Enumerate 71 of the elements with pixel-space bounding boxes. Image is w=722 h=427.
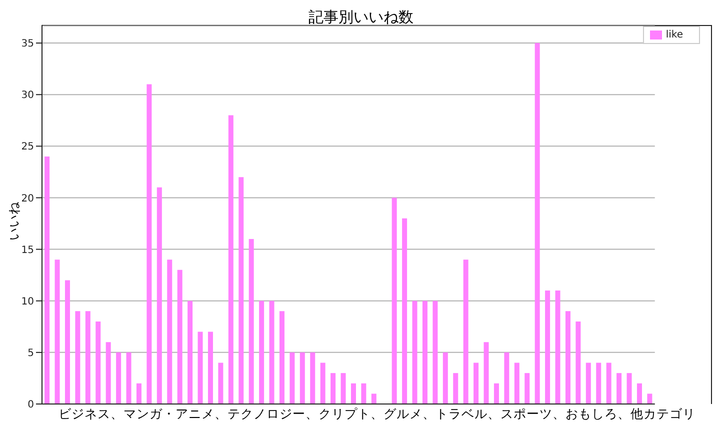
bar bbox=[238, 177, 244, 404]
y-tick-label: 0 bbox=[28, 400, 34, 411]
bar bbox=[514, 362, 520, 404]
bar bbox=[524, 373, 530, 404]
bar bbox=[259, 300, 264, 404]
legend-label: like bbox=[666, 30, 683, 41]
bar bbox=[474, 362, 479, 404]
bar bbox=[269, 300, 274, 404]
x-axis-title: ビジネス、マンガ・アニメ、テクノロジー、クリプト、グルメ、トラベル、スポーツ、おもしろ、他カテゴリ bbox=[58, 406, 696, 423]
bar bbox=[300, 352, 305, 404]
bar bbox=[453, 373, 458, 404]
bar bbox=[156, 187, 162, 404]
y-tick-label: 35 bbox=[21, 38, 34, 50]
bar bbox=[330, 373, 336, 404]
y-tick-label: 25 bbox=[21, 142, 34, 153]
y-axis-title: いいね bbox=[6, 200, 22, 242]
bar bbox=[422, 300, 428, 404]
y-tick-label: 10 bbox=[21, 296, 34, 308]
bar bbox=[565, 311, 570, 404]
bar bbox=[64, 280, 70, 404]
bar bbox=[616, 373, 622, 404]
bar bbox=[350, 383, 356, 404]
chart-title: 記事別いいね数 bbox=[308, 8, 414, 27]
bar bbox=[442, 352, 448, 404]
bar bbox=[340, 373, 346, 404]
bar bbox=[248, 238, 254, 404]
bar bbox=[146, 84, 152, 404]
bar bbox=[371, 394, 376, 404]
bar bbox=[177, 270, 182, 404]
bar bbox=[85, 311, 90, 404]
bar bbox=[228, 115, 234, 404]
bar bbox=[218, 362, 224, 404]
bar bbox=[75, 311, 80, 404]
bar bbox=[44, 156, 50, 404]
bar bbox=[310, 352, 316, 404]
bar bbox=[494, 383, 499, 404]
bar bbox=[484, 342, 489, 404]
bar bbox=[647, 394, 652, 404]
bar bbox=[290, 352, 295, 404]
y-tick-label: 30 bbox=[21, 90, 34, 102]
bar bbox=[412, 300, 418, 404]
bar bbox=[392, 198, 397, 404]
bar bbox=[432, 300, 438, 404]
bar bbox=[116, 352, 122, 404]
bar bbox=[606, 362, 612, 404]
y-tick-label: 15 bbox=[21, 244, 34, 256]
bar bbox=[402, 218, 408, 404]
bar bbox=[361, 383, 366, 404]
bar bbox=[126, 352, 132, 404]
bar bbox=[534, 43, 540, 404]
bar bbox=[54, 260, 60, 404]
bar bbox=[96, 321, 101, 404]
bar bbox=[320, 362, 326, 404]
bar bbox=[555, 290, 560, 404]
bar bbox=[463, 260, 468, 404]
bar bbox=[596, 362, 602, 404]
bar bbox=[188, 300, 193, 404]
bar bbox=[626, 373, 632, 404]
bar bbox=[136, 383, 142, 404]
bar bbox=[576, 321, 581, 404]
bar bbox=[279, 311, 284, 404]
bar bbox=[106, 342, 111, 404]
bar bbox=[208, 332, 213, 404]
bar bbox=[198, 332, 203, 404]
bar bbox=[586, 362, 591, 404]
y-tick-label: 20 bbox=[21, 193, 34, 204]
bar bbox=[504, 352, 510, 404]
y-tick-label: 5 bbox=[28, 348, 34, 359]
bar bbox=[167, 260, 172, 404]
bar bbox=[545, 290, 550, 404]
bar bbox=[636, 383, 642, 404]
